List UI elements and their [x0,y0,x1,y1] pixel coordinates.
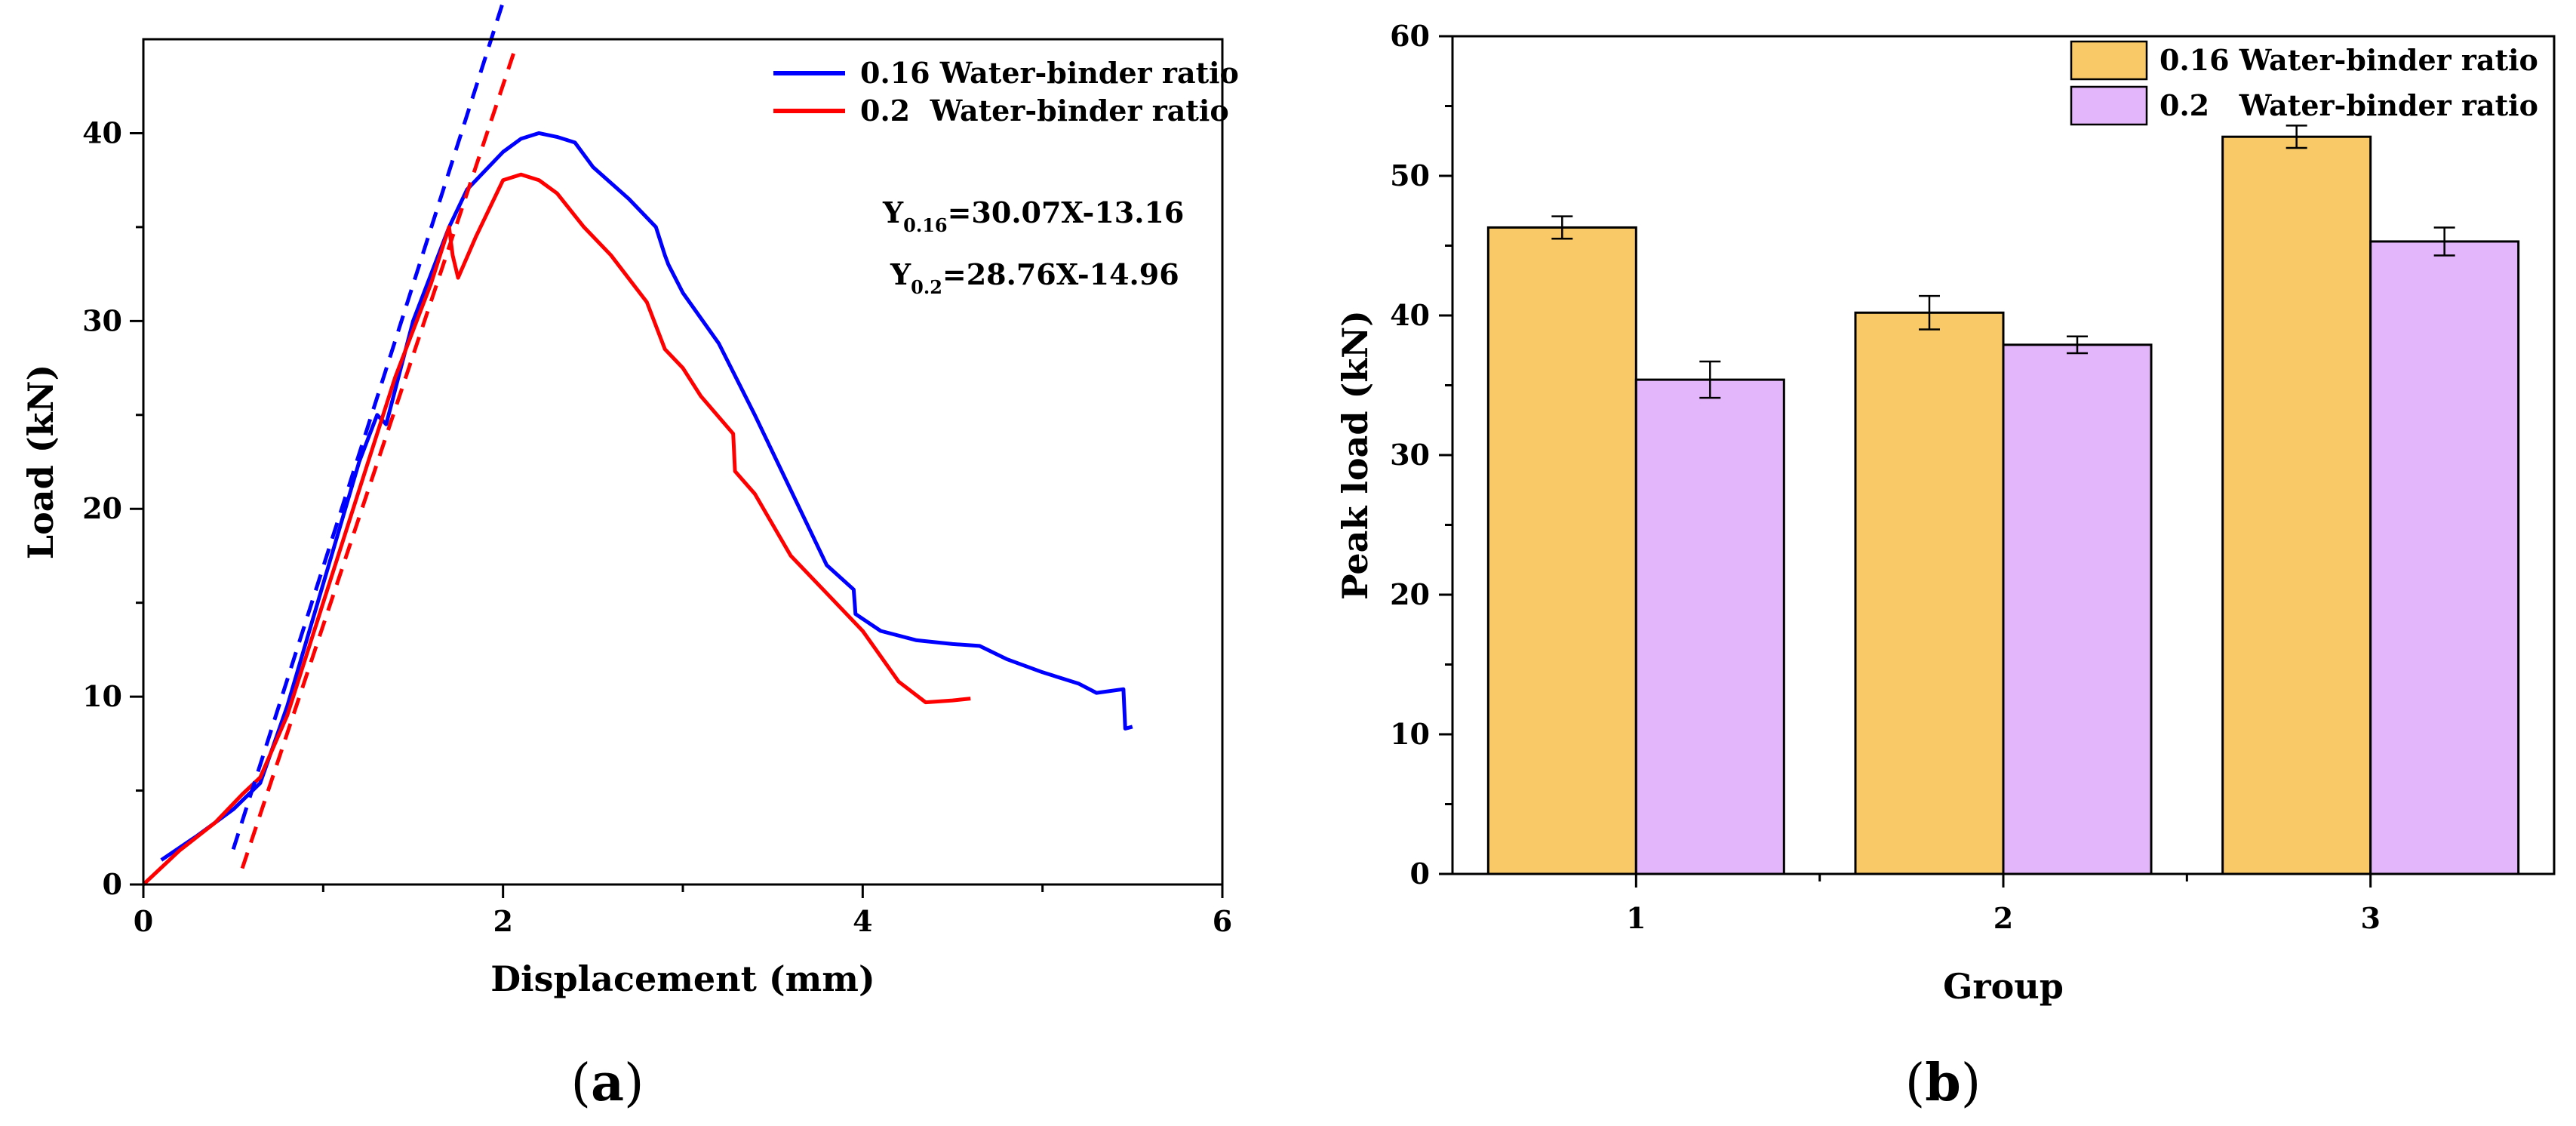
b-error-bar-s1-g2 [2433,226,2455,257]
panel-b-letter: b [1925,1053,1961,1113]
b-bar-s0-g2 [2221,135,2372,875]
a-fit-equation-1: Y0.2=28.76X-14.96 [890,257,1179,298]
b-bar-s0-g1 [1854,311,2005,875]
b-x-axis-title: Group [1943,966,2064,1007]
b-error-bar-s1-g0 [1699,360,1721,399]
a-eq0-sub: 0.16 [903,214,947,236]
a-x-tick-label-2: 4 [853,904,872,938]
a-y-tick-label-4: 40 [82,115,122,149]
a-series-line-1 [142,172,971,886]
b-y-tick-label-4: 40 [1390,298,1430,332]
b-legend: 0.16 Water-binder ratio 0.2 Water-binder… [2070,40,2538,126]
a-series-layer [142,131,1133,886]
b-legend-swatch-violet [2070,85,2148,126]
a-eq0-base: Y [882,195,904,229]
a-x-tick-label-0: 0 [134,904,153,938]
a-fit-line-1 [240,46,518,869]
a-y-tick-label-2: 20 [82,491,122,525]
a-eq0-rest: =30.07X-13.16 [948,195,1185,229]
a-plot-frame [142,38,1224,886]
panel-label-a: (a) [570,1053,644,1113]
panel-label-b: (b) [1905,1053,1981,1113]
b-y-axis-title: Peak load (kN) [1335,310,1376,600]
panel-a-open: ( [570,1054,591,1113]
b-error-bar-s0-g1 [1919,294,1940,331]
a-fit-lines-layer [231,1,518,869]
b-bar-s1-g1 [2002,343,2153,875]
b-error-bar-s0-g0 [1551,215,1573,240]
b-x-tick-label-2: 3 [2360,901,2380,935]
b-y-tick-label-6: 60 [1390,19,1430,53]
b-x-tick-label-0: 1 [1626,901,1646,935]
b-bars-layer [1486,125,2520,875]
a-fit-line-0 [231,1,506,851]
a-fit-equation-0: Y0.16=30.07X-13.16 [882,195,1184,236]
b-x-tick-label-1: 2 [1993,901,2013,935]
b-y-tick-label-2: 20 [1390,577,1430,611]
a-x-tick-label-1: 2 [493,904,512,938]
b-error-bar-s0-g2 [2286,125,2307,149]
a-y-tick-label-1: 10 [82,679,122,713]
b-y-tick-label-5: 50 [1390,158,1430,192]
b-bar-s1-g0 [1634,378,1785,875]
panel-b-close: ) [1961,1054,1981,1113]
b-legend-label-1: 0.2 Water-binder ratio [2159,88,2538,122]
panel-a-close: ) [624,1054,644,1113]
a-eq1-base: Y [890,257,911,291]
a-y-tick-label-3: 30 [82,303,122,337]
b-y-tick-label-0: 0 [1410,857,1430,891]
b-bar-s0-g0 [1486,226,1637,875]
panel-a-letter: a [591,1053,624,1113]
b-error-bar-s1-g1 [2067,335,2088,355]
a-x-tick-label-3: 6 [1213,904,1232,938]
a-eq1-sub: 0.2 [911,276,942,298]
b-legend-label-0: 0.16 Water-binder ratio [2159,43,2538,77]
a-series-line-0 [160,131,1133,862]
panel-b-open: ( [1905,1054,1926,1113]
a-y-axis-title: Load (kN) [20,365,61,559]
a-legend-label-0: 0.16 Water-binder ratio [860,56,1239,90]
a-legend-label-1: 0.2 Water-binder ratio [860,94,1229,128]
a-legend: 0.16 Water-binder ratio 0.2 Water-binder… [773,56,1239,128]
a-eq1-rest: =28.76X-14.96 [942,257,1179,291]
b-bar-s1-g2 [2369,240,2520,875]
a-x-axis-title: Displacement (mm) [490,958,875,999]
b-y-tick-label-1: 10 [1390,717,1430,751]
a-ticks-layer: 0 2 4 6 0 10 20 30 40 [82,115,1232,938]
b-y-tick-label-3: 30 [1390,438,1430,472]
panel-a-line-chart: 0 2 4 6 0 10 20 30 40 Load (kN) Displacement (mm… [20,1,1239,1113]
a-y-tick-label-0: 0 [103,867,122,901]
b-legend-swatch-orange [2070,40,2148,81]
